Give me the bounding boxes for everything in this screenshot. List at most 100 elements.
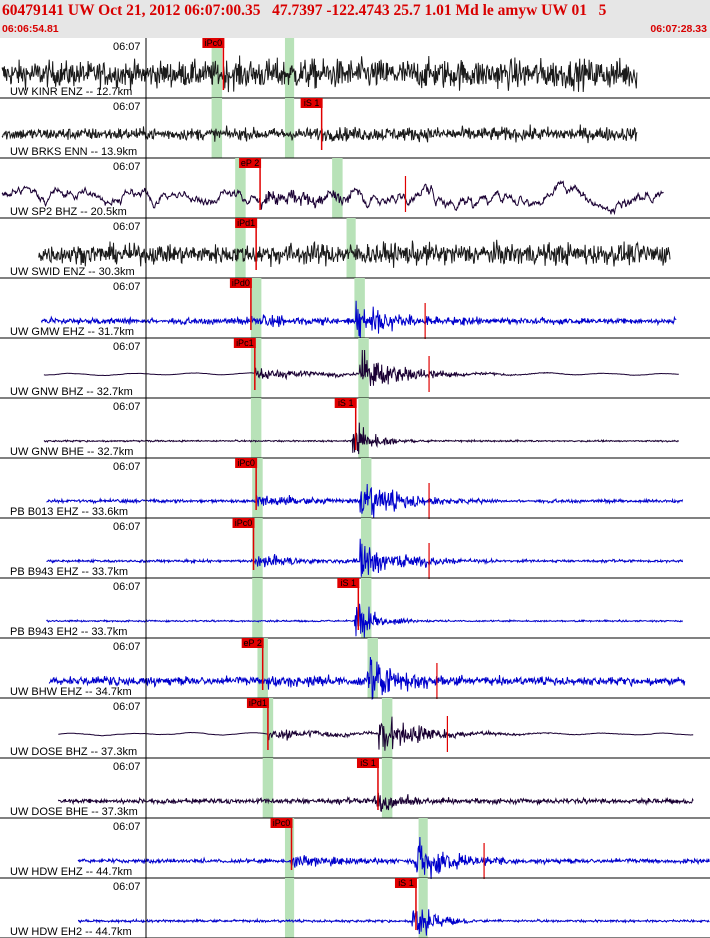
analysis-window-1 [418, 878, 428, 938]
trace-row-11: iPd1 06:07 UW DOSE BHZ -- 37.3km [0, 698, 710, 759]
waveform-7 [46, 483, 684, 519]
pick-flag-1[interactable] [300, 98, 323, 108]
analysis-window-0 [252, 458, 263, 518]
trace-row-7: iPc0 06:07 PB B013 EHZ -- 33.6km [0, 458, 710, 519]
tick-label-0: 06:07 [113, 41, 141, 53]
tick-label-5: 06:07 [113, 341, 141, 353]
trace-row-2: eP 2 06:07 UW SP2 BHZ -- 20.5km [0, 158, 710, 219]
pick-label-8: iPc0 [235, 518, 253, 528]
analysis-window-0 [235, 158, 246, 218]
analysis-window-0 [284, 878, 295, 938]
end-time: 06:07:28.33 [650, 23, 707, 35]
pick-label-11: iPd1 [249, 698, 267, 708]
station-label-7: PB B013 EHZ -- 33.6km [10, 506, 128, 518]
waveform-13 [77, 836, 710, 880]
header-bar: 60479141 UW Oct 21, 2012 06:07:00.35 47.… [0, 0, 710, 38]
pick-label-6: iS 1 [338, 398, 354, 408]
tick-label-13: 06:07 [113, 821, 141, 833]
analysis-window-1 [358, 338, 369, 398]
analysis-window-0 [284, 818, 295, 878]
trace-row-5: iPc1 06:07 UW GNW BHZ -- 32.7km [0, 338, 710, 399]
station-label-10: UW BHW EHZ -- 34.7km [10, 686, 132, 698]
analysis-window-1 [332, 158, 343, 218]
pick-flag-12[interactable] [356, 758, 379, 768]
station-label-9: PB B943 EH2 -- 33.7km [10, 626, 127, 638]
tick-label-10: 06:07 [113, 641, 141, 653]
station-label-4: UW GMW EHZ -- 31.7km [10, 326, 134, 338]
station-label-3: UW SWID ENZ -- 30.3km [10, 266, 135, 278]
trace-row-0: iPc0 06:07 UW KINR ENZ -- 12.7km [0, 38, 710, 99]
pick-label-3: iPd1 [237, 218, 255, 228]
tick-label-3: 06:07 [113, 221, 141, 233]
analysis-window-1 [360, 458, 372, 518]
trace-row-3: iPd1 06:07 UW SWID ENZ -- 30.3km [0, 218, 710, 279]
tick-label-8: 06:07 [113, 521, 141, 533]
pick-flag-14[interactable] [394, 878, 417, 888]
pick-label-9: iS 1 [341, 578, 357, 588]
trace-row-4: iPd0 06:07 UW GMW EHZ -- 31.7km [0, 278, 710, 342]
waveform-12 [57, 792, 694, 812]
tick-label-11: 06:07 [113, 701, 141, 713]
analysis-window-0 [250, 278, 262, 338]
waveform-11 [58, 716, 694, 751]
analysis-window-1 [360, 578, 372, 638]
waveform-1 [1, 124, 638, 144]
waveform-3 [38, 239, 671, 268]
pick-label-5: iPc1 [236, 338, 254, 348]
pick-label-10: eP 2 [244, 638, 262, 648]
tick-label-1: 06:07 [113, 101, 141, 113]
analysis-window-1 [360, 518, 372, 578]
analysis-window-1 [418, 818, 428, 878]
waveform-14 [77, 909, 710, 936]
pick-flag-8[interactable] [232, 518, 255, 528]
waveform-0 [1, 55, 638, 93]
analysis-window-0 [252, 578, 263, 638]
trace-row-10: eP 2 06:07 UW BHW EHZ -- 34.7km [0, 638, 710, 700]
pick-label-2: eP 2 [241, 158, 259, 168]
waveform-9 [46, 603, 684, 638]
pick-flag-3[interactable] [235, 218, 258, 228]
pick-flag-4[interactable] [229, 278, 252, 288]
station-label-12: UW DOSE BHE -- 37.3km [10, 806, 138, 818]
trace-row-14: iS 1 06:07 UW HDW EH2 -- 44.7km [0, 878, 710, 938]
pick-flag-13[interactable] [270, 818, 293, 828]
waveform-10 [48, 656, 686, 700]
station-label-6: UW GNW BHE -- 32.7km [10, 446, 133, 458]
analysis-window-0 [252, 518, 263, 578]
tick-label-12: 06:07 [113, 761, 141, 773]
analysis-window-1 [284, 98, 295, 158]
pick-flag-2[interactable] [239, 158, 262, 168]
tick-label-6: 06:07 [113, 401, 141, 413]
analysis-window-1 [381, 758, 393, 818]
pick-flag-7[interactable] [235, 458, 258, 468]
pick-flag-6[interactable] [334, 398, 357, 408]
pick-flag-11[interactable] [246, 698, 269, 708]
waveform-8 [46, 538, 684, 577]
pick-flag-5[interactable] [233, 338, 256, 348]
pick-label-1: iS 1 [304, 98, 320, 108]
analysis-window-1 [354, 278, 365, 338]
pick-flag-9[interactable] [337, 578, 360, 588]
pick-label-7: iPc0 [237, 458, 255, 468]
pick-label-4: iPd0 [232, 278, 250, 288]
analysis-window-0 [250, 338, 262, 398]
seismogram-panel: iPc0 06:07 UW KINR ENZ -- 12.7km iS 1 06:07 U… [0, 38, 710, 938]
analysis-window-0 [235, 218, 246, 278]
event-title: 60479141 UW Oct 21, 2012 06:07:00.35 47.… [2, 2, 607, 19]
waveform-4 [40, 300, 677, 342]
analysis-window-1 [381, 698, 393, 758]
station-label-11: UW DOSE BHZ -- 37.3km [10, 746, 137, 758]
analysis-window-0 [211, 38, 223, 98]
station-label-0: UW KINR ENZ -- 12.7km [10, 86, 132, 98]
station-label-5: UW GNW BHZ -- 32.7km [10, 386, 133, 398]
trace-row-6: iS 1 06:07 UW GNW BHE -- 32.7km [0, 398, 710, 459]
analysis-window-1 [367, 638, 378, 698]
pick-flag-10[interactable] [241, 638, 264, 648]
pick-label-0: iPc0 [205, 38, 223, 48]
station-label-13: UW HDW EHZ -- 44.7km [10, 866, 132, 878]
trace-row-8: iPc0 06:07 PB B943 EHZ -- 33.7km [0, 518, 710, 579]
pick-label-12: iS 1 [360, 758, 376, 768]
pick-flag-0[interactable] [202, 38, 225, 48]
tick-label-4: 06:07 [113, 281, 141, 293]
trace-row-1: iS 1 06:07 UW BRKS ENN -- 13.9km [0, 98, 710, 159]
